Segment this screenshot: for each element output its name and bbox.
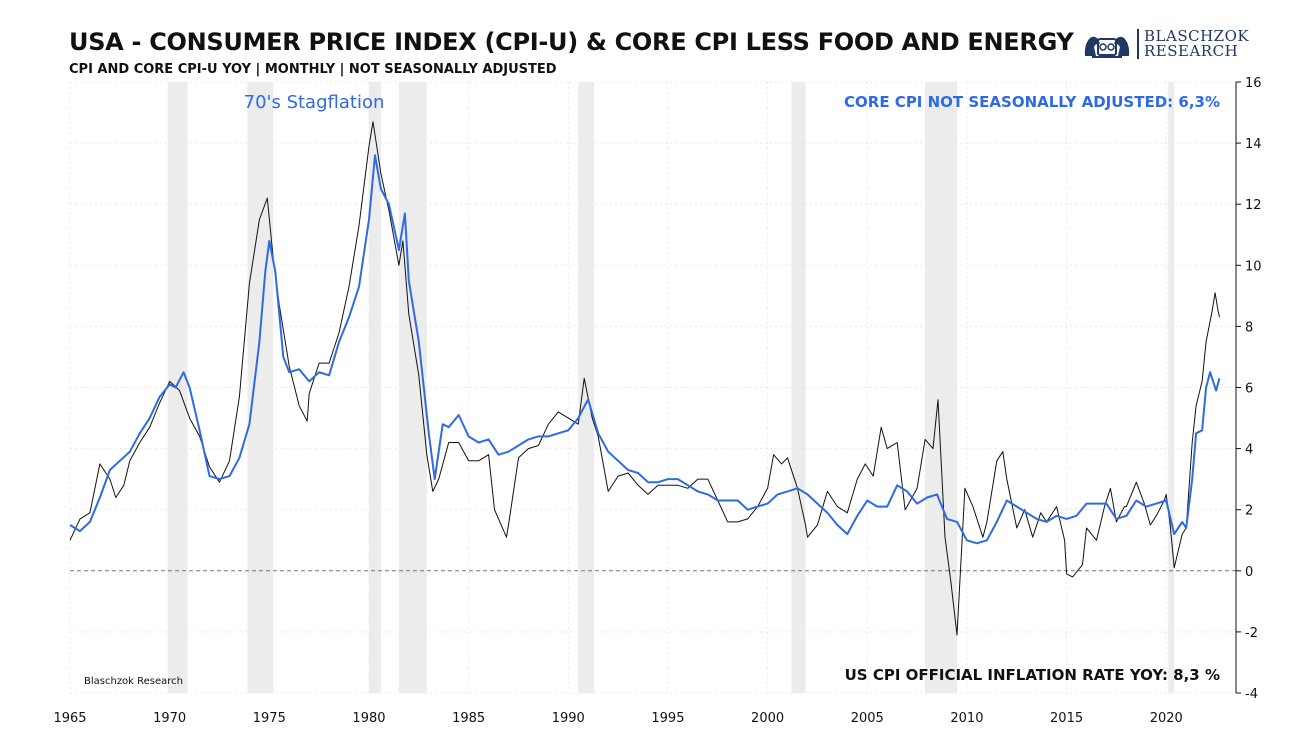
- y-tick-label: 4: [1245, 443, 1253, 458]
- x-tick-label: 1985: [452, 711, 485, 726]
- core-cpi-series-line: [69, 154, 1221, 545]
- x-tick-label: 2020: [1150, 711, 1183, 726]
- source-note: Blaschzok Research: [84, 676, 183, 687]
- logo-line-1: BLASCHZOK: [1144, 27, 1250, 45]
- core-cpi-annotation: CORE CPI NOT SEASONALLY ADJUSTED: 6,3%: [844, 93, 1220, 111]
- chart-title: USA - CONSUMER PRICE INDEX (CPI-U) & COR…: [69, 28, 1074, 56]
- y-tick-label: 8: [1245, 320, 1253, 335]
- recession-band-3: [398, 82, 427, 693]
- y-axis-ticks: 16 14 12 10 8 6 4 2 0 -2 -4: [1236, 76, 1262, 702]
- lions-crest-icon: [1084, 36, 1130, 58]
- x-tick-label: 2015: [1050, 711, 1083, 726]
- series-lines: [69, 121, 1221, 636]
- y-tick-label: 2: [1245, 504, 1253, 519]
- x-tick-label: 1995: [651, 711, 684, 726]
- cpi-annotation: US CPI OFFICIAL INFLATION RATE YOY: 8,3 …: [845, 666, 1220, 684]
- x-tick-label: 2000: [751, 711, 784, 726]
- logo-divider: [1137, 29, 1139, 59]
- recession-band-0: [167, 82, 188, 693]
- chart-subtitle: CPI AND CORE CPI-U YOY | MONTHLY | NOT S…: [69, 62, 557, 77]
- y-tick-label: -2: [1245, 626, 1258, 641]
- x-tick-label: 1965: [53, 711, 86, 726]
- gridlines: [69, 81, 1236, 694]
- y-tick-label: 10: [1245, 259, 1262, 274]
- x-tick-label: 1990: [552, 711, 585, 726]
- x-tick-label: 1970: [153, 711, 186, 726]
- x-tick-label: 1975: [253, 711, 286, 726]
- y-tick-label: 6: [1245, 382, 1253, 397]
- recession-band-2: [368, 82, 381, 693]
- y-tick-label: 14: [1245, 137, 1262, 152]
- x-tick-label: 2005: [851, 711, 884, 726]
- y-tick-label: 0: [1245, 565, 1253, 580]
- logo-line-2: RESEARCH: [1144, 42, 1239, 60]
- y-tick-label: -4: [1245, 687, 1258, 702]
- x-tick-label: 2010: [950, 711, 983, 726]
- stagflation-annotation: 70's Stagflation: [244, 92, 385, 113]
- x-tick-label: 1980: [352, 711, 385, 726]
- brand-logo: BLASCHZOK RESEARCH: [1082, 26, 1249, 62]
- y-tick-label: 16: [1245, 76, 1262, 91]
- y-tick-label: 12: [1245, 198, 1262, 213]
- cpi-series-line: [69, 121, 1220, 636]
- recession-band-5: [791, 82, 806, 693]
- x-axis-ticks: 1965 1970 1975 1980 1985 1990 1995 2000 2005 2010…: [53, 711, 1182, 726]
